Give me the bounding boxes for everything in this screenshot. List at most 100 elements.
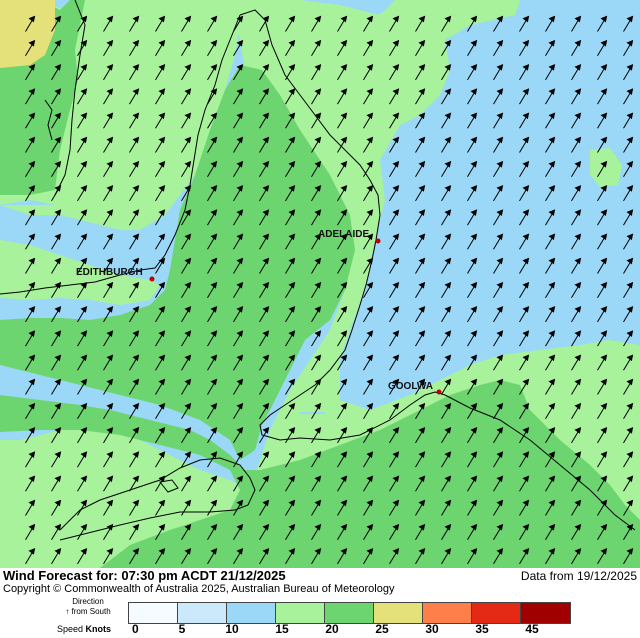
wind-arrow — [311, 112, 322, 129]
wind-arrow — [207, 136, 218, 153]
wind-arrow — [259, 354, 270, 371]
wind-arrow — [389, 281, 400, 298]
wind-arrow — [363, 233, 374, 250]
wind-arrow — [363, 499, 374, 516]
wind-arrow — [545, 257, 556, 274]
wind-arrow — [441, 88, 452, 105]
wind-arrow — [467, 15, 478, 32]
wind-arrow — [545, 427, 556, 444]
wind-arrow — [181, 281, 192, 298]
wind-arrow — [51, 475, 62, 492]
wind-arrow — [181, 354, 192, 371]
wind-arrow — [311, 475, 322, 492]
wind-arrow — [363, 427, 374, 444]
wind-arrow — [571, 548, 582, 565]
wind-arrow — [285, 160, 296, 177]
wind-arrow — [415, 39, 426, 56]
wind-arrow — [545, 354, 556, 371]
wind-arrow — [103, 64, 114, 81]
wind-arrow — [25, 88, 36, 105]
wind-arrow — [311, 39, 322, 56]
wind-arrow — [103, 39, 114, 56]
wind-arrow — [363, 39, 374, 56]
wind-arrow — [467, 39, 478, 56]
wind-arrow — [597, 257, 608, 274]
wind-arrow — [545, 39, 556, 56]
wind-arrow — [103, 354, 114, 371]
legend-tick-5: 5 — [178, 622, 186, 636]
wind-arrow — [337, 475, 348, 492]
wind-arrow — [519, 160, 530, 177]
wind-arrow — [363, 209, 374, 226]
wind-arrow — [25, 185, 36, 202]
wind-arrow — [285, 548, 296, 565]
wind-arrow — [519, 257, 530, 274]
wind-arrow — [519, 402, 530, 419]
wind-arrow — [467, 548, 478, 565]
legend-tick-30: 30 — [425, 622, 439, 636]
wind-arrow — [363, 257, 374, 274]
wind-arrow — [493, 257, 504, 274]
wind-arrow — [25, 548, 36, 565]
wind-arrow — [493, 185, 504, 202]
wind-arrow — [285, 427, 296, 444]
speed-label: Speed Knots — [57, 624, 112, 634]
wind-arrow — [207, 88, 218, 105]
wind-arrow — [181, 523, 192, 540]
wind-arrow — [155, 39, 166, 56]
wind-arrow — [285, 451, 296, 468]
wind-arrow — [519, 185, 530, 202]
wind-arrow — [493, 548, 504, 565]
wind-arrow — [285, 233, 296, 250]
wind-arrow — [311, 209, 322, 226]
wind-arrow — [285, 330, 296, 347]
wind-arrow — [415, 330, 426, 347]
wind-arrow — [545, 378, 556, 395]
copyright-notice: Copyright © Commonwealth of Australia 20… — [3, 583, 395, 595]
wind-arrow — [493, 475, 504, 492]
wind-arrow — [129, 306, 140, 323]
wind-arrow — [467, 209, 478, 226]
wind-arrow — [285, 64, 296, 81]
wind-arrow — [233, 39, 244, 56]
wind-arrow — [51, 209, 62, 226]
wind-arrow — [571, 427, 582, 444]
wind-arrow — [415, 402, 426, 419]
wind-arrow — [571, 281, 582, 298]
legend-swatch-4 — [325, 603, 374, 623]
wind-arrow — [597, 209, 608, 226]
wind-arrow — [155, 112, 166, 129]
wind-arrow — [155, 15, 166, 32]
wind-arrow — [571, 112, 582, 129]
wind-arrow — [597, 354, 608, 371]
wind-arrow — [597, 451, 608, 468]
wind-arrow — [207, 160, 218, 177]
wind-arrow — [233, 330, 244, 347]
wind-arrow — [207, 523, 218, 540]
wind-arrow — [207, 548, 218, 565]
wind-arrow — [207, 427, 218, 444]
wind-arrow — [415, 427, 426, 444]
wind-arrow — [233, 112, 244, 129]
wind-arrow — [207, 39, 218, 56]
wind-arrow — [389, 354, 400, 371]
wind-arrow — [337, 402, 348, 419]
wind-arrow — [337, 378, 348, 395]
wind-arrow — [311, 402, 322, 419]
legend-swatch-1 — [178, 603, 227, 623]
wind-arrow — [519, 281, 530, 298]
wind-arrow — [337, 499, 348, 516]
legend-swatch-7 — [472, 603, 521, 623]
wind-arrow — [77, 209, 88, 226]
wind-arrow — [363, 330, 374, 347]
wind-arrow — [207, 112, 218, 129]
wind-arrow — [415, 257, 426, 274]
wind-arrow — [623, 475, 634, 492]
wind-arrow — [259, 306, 270, 323]
wind-arrow — [545, 160, 556, 177]
wind-arrow — [207, 64, 218, 81]
wind-arrow — [25, 281, 36, 298]
wind-arrow — [441, 233, 452, 250]
wind-arrow — [51, 233, 62, 250]
wind-arrow — [77, 88, 88, 105]
